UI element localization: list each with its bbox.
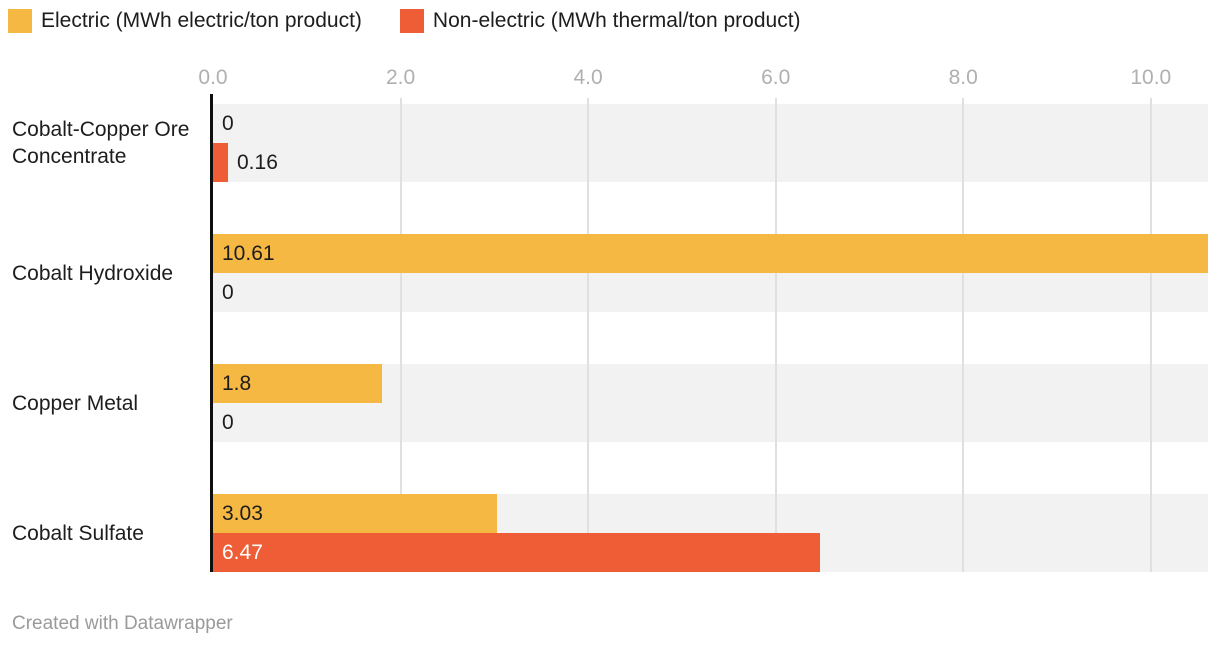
- legend-item-electric: Electric (MWh electric/ton product): [8, 9, 362, 33]
- gridline: [962, 98, 965, 572]
- bar-value-label: 10.61: [222, 241, 275, 265]
- x-axis-tick-label: 8.0: [948, 66, 978, 89]
- category-label: Copper Metal: [12, 391, 139, 415]
- bar-value-label: 6.47: [222, 540, 263, 564]
- x-axis-tick-label: 6.0: [761, 66, 791, 89]
- x-axis-tick-label: 0.0: [198, 66, 228, 89]
- gridline: [399, 98, 402, 572]
- category-label: Cobalt-Copper Ore Concentrate: [12, 118, 190, 168]
- category-label: Cobalt Hydroxide: [12, 261, 174, 285]
- bar-electric: [213, 364, 382, 403]
- bar-value-label: 0: [222, 410, 234, 434]
- gridline: [1149, 98, 1152, 572]
- datawrapper-credit: Created with Datawrapper: [12, 613, 233, 634]
- legend-swatch-electric: [8, 9, 32, 33]
- gridline: [587, 98, 590, 572]
- bar-electric: [213, 234, 1208, 273]
- bar-value-label: 0: [222, 280, 234, 304]
- legend-label-electric: Electric (MWh electric/ton product): [41, 9, 362, 32]
- legend-swatch-non-electric: [399, 9, 424, 33]
- bar-non-electric: [213, 143, 228, 182]
- chart-legend: Electric (MWh electric/ton product) Non-…: [8, 9, 801, 33]
- legend-item-non-electric: Non-electric (MWh thermal/ton product): [399, 9, 801, 33]
- y-axis-line: [210, 94, 213, 572]
- x-axis-tick-label: 4.0: [573, 66, 603, 89]
- category-label: Cobalt Sulfate: [12, 521, 144, 545]
- gridline: [774, 98, 777, 572]
- bar-value-label: 0: [222, 111, 234, 135]
- x-axis-tick-label: 2.0: [385, 66, 416, 89]
- bar-value-label: 0.16: [237, 150, 278, 174]
- bar-electric: [213, 494, 497, 533]
- bar-row-background: [213, 104, 1208, 182]
- bar-value-label: 3.03: [222, 501, 263, 525]
- x-axis-tick-label: 10.0: [1130, 66, 1172, 89]
- legend-label-non-electric: Non-electric (MWh thermal/ton product): [432, 9, 801, 32]
- bar-non-electric: [213, 533, 820, 572]
- bar-value-label: 1.8: [222, 371, 252, 395]
